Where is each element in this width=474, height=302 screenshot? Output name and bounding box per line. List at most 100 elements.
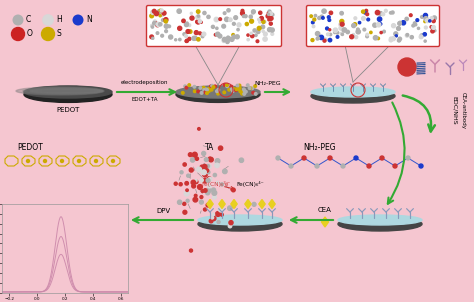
Circle shape [73, 14, 83, 25]
Circle shape [401, 21, 406, 25]
Circle shape [206, 191, 210, 195]
Circle shape [289, 164, 293, 168]
Circle shape [214, 34, 217, 36]
Circle shape [316, 37, 319, 40]
Text: TA: TA [205, 143, 215, 152]
Circle shape [162, 11, 166, 15]
Circle shape [268, 10, 271, 13]
Circle shape [185, 192, 188, 195]
Circle shape [168, 25, 171, 27]
Circle shape [255, 34, 257, 37]
Circle shape [398, 22, 401, 25]
Circle shape [207, 15, 210, 18]
Circle shape [397, 39, 401, 42]
Circle shape [184, 23, 188, 27]
Circle shape [214, 85, 217, 88]
Circle shape [365, 9, 368, 12]
Circle shape [220, 183, 224, 186]
Circle shape [184, 191, 189, 196]
Circle shape [183, 33, 186, 36]
Circle shape [228, 88, 230, 91]
Circle shape [216, 32, 220, 36]
Circle shape [212, 213, 215, 215]
Ellipse shape [23, 88, 103, 94]
Circle shape [391, 11, 394, 14]
Circle shape [232, 34, 235, 36]
Circle shape [191, 12, 192, 14]
Circle shape [398, 58, 416, 76]
Circle shape [208, 90, 210, 92]
Circle shape [264, 32, 267, 36]
Circle shape [366, 33, 369, 36]
Circle shape [258, 18, 260, 21]
Text: C: C [26, 15, 31, 24]
Circle shape [193, 85, 196, 88]
Text: EDC/NHS: EDC/NHS [452, 96, 457, 124]
Circle shape [186, 22, 188, 24]
Text: electrodeposition: electrodeposition [121, 80, 169, 85]
Circle shape [195, 157, 199, 160]
Circle shape [156, 23, 159, 27]
Circle shape [183, 202, 186, 205]
Circle shape [406, 156, 410, 160]
Circle shape [269, 22, 273, 25]
Circle shape [202, 152, 206, 156]
Circle shape [230, 86, 233, 89]
Circle shape [214, 17, 219, 22]
Circle shape [192, 152, 197, 157]
Circle shape [252, 10, 255, 14]
Circle shape [405, 34, 409, 37]
Circle shape [230, 37, 234, 41]
Circle shape [430, 17, 433, 20]
Circle shape [362, 10, 365, 13]
Circle shape [203, 89, 206, 91]
Circle shape [423, 33, 427, 36]
Circle shape [228, 224, 232, 228]
Circle shape [394, 32, 398, 36]
Circle shape [405, 17, 409, 21]
Circle shape [397, 27, 401, 31]
Circle shape [430, 26, 433, 28]
Circle shape [247, 34, 249, 36]
Circle shape [185, 40, 188, 43]
Ellipse shape [176, 86, 260, 102]
Circle shape [94, 159, 98, 162]
Ellipse shape [24, 86, 112, 98]
Circle shape [310, 15, 312, 18]
Circle shape [199, 32, 201, 35]
Circle shape [354, 17, 357, 20]
Circle shape [226, 85, 228, 88]
Circle shape [196, 20, 199, 24]
Circle shape [414, 24, 417, 26]
Circle shape [211, 216, 216, 221]
Circle shape [256, 30, 260, 34]
Circle shape [195, 179, 197, 182]
Circle shape [395, 35, 397, 37]
Circle shape [341, 164, 345, 168]
Circle shape [328, 38, 332, 42]
Circle shape [205, 169, 209, 172]
Text: e⁻: e⁻ [225, 182, 231, 187]
Ellipse shape [311, 87, 395, 97]
Circle shape [390, 37, 392, 40]
Circle shape [215, 159, 220, 163]
Circle shape [184, 85, 186, 88]
Circle shape [321, 17, 324, 19]
Circle shape [251, 34, 254, 38]
Circle shape [207, 171, 210, 174]
Circle shape [269, 12, 273, 15]
Circle shape [423, 13, 428, 18]
Polygon shape [321, 217, 328, 227]
Circle shape [216, 182, 219, 184]
Circle shape [201, 190, 204, 192]
Circle shape [262, 30, 264, 32]
Circle shape [246, 84, 249, 86]
Circle shape [376, 23, 381, 27]
Ellipse shape [30, 89, 102, 93]
Circle shape [432, 19, 435, 23]
Polygon shape [245, 200, 251, 208]
Circle shape [219, 18, 221, 21]
Circle shape [186, 199, 189, 202]
Circle shape [223, 169, 227, 174]
Circle shape [424, 40, 426, 42]
